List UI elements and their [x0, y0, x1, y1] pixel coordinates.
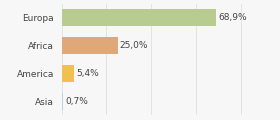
Bar [62, 37, 118, 54]
Bar [62, 93, 63, 110]
Bar [62, 9, 216, 26]
Text: 0,7%: 0,7% [66, 97, 88, 106]
Text: 5,4%: 5,4% [76, 69, 99, 78]
Bar [62, 65, 74, 82]
Text: 25,0%: 25,0% [120, 41, 148, 50]
Text: 68,9%: 68,9% [218, 13, 247, 22]
